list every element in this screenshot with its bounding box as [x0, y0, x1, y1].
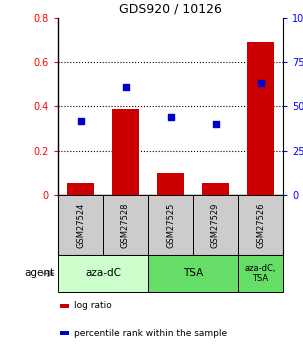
Point: [78, 118, 83, 124]
Bar: [58, 255, 148, 292]
Bar: [238, 195, 283, 255]
Text: GSM27525: GSM27525: [166, 202, 175, 248]
Bar: [247, 42, 274, 195]
Text: agent: agent: [25, 268, 55, 278]
Text: aza-dC,
TSA: aza-dC, TSA: [245, 264, 276, 283]
Point: [258, 81, 263, 86]
Bar: [157, 173, 184, 195]
Bar: [60, 304, 69, 308]
Point: [168, 114, 173, 120]
Bar: [148, 195, 193, 255]
Text: GSM27524: GSM27524: [76, 202, 85, 248]
Bar: [67, 183, 94, 195]
Bar: [103, 195, 148, 255]
Bar: [238, 255, 283, 292]
Bar: [193, 195, 238, 255]
Text: GSM27526: GSM27526: [256, 202, 265, 248]
Text: aza-dC: aza-dC: [85, 268, 121, 278]
Point: [123, 84, 128, 90]
Bar: [60, 331, 69, 335]
Text: GSM27529: GSM27529: [211, 202, 220, 248]
Text: log ratio: log ratio: [74, 301, 112, 310]
Title: GDS920 / 10126: GDS920 / 10126: [119, 2, 222, 16]
Bar: [58, 195, 103, 255]
Text: GSM27528: GSM27528: [121, 202, 130, 248]
Bar: [202, 183, 229, 195]
Bar: [112, 109, 139, 195]
Text: percentile rank within the sample: percentile rank within the sample: [74, 329, 227, 338]
Text: TSA: TSA: [183, 268, 203, 278]
Bar: [148, 255, 238, 292]
Point: [213, 121, 218, 127]
